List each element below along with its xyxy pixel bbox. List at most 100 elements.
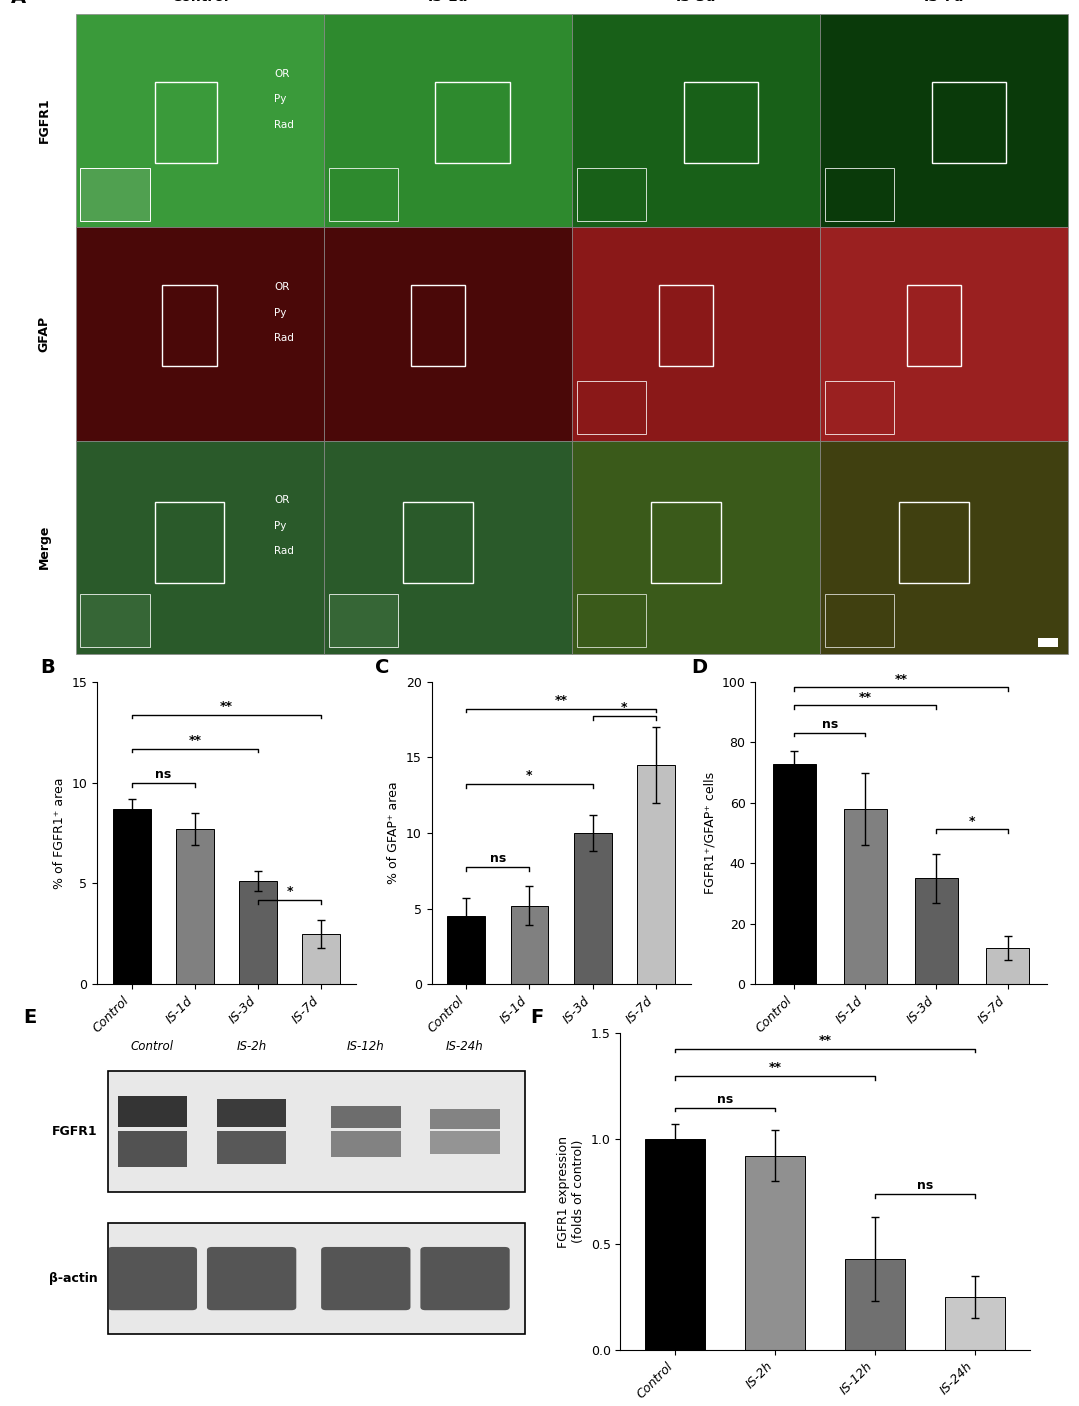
Bar <box>820 228 1068 440</box>
Bar <box>773 763 816 984</box>
Bar <box>844 808 887 984</box>
Bar <box>572 228 820 440</box>
Text: ns: ns <box>490 852 506 866</box>
Text: **: ** <box>189 734 202 747</box>
Bar <box>645 1139 706 1350</box>
Text: **: ** <box>894 672 907 686</box>
Text: Py: Py <box>274 94 286 104</box>
Bar <box>113 808 151 984</box>
FancyBboxPatch shape <box>421 1247 509 1310</box>
Bar <box>155 502 224 583</box>
Bar <box>945 1296 1006 1350</box>
Text: IS-24h: IS-24h <box>447 1040 483 1053</box>
Bar <box>825 381 894 434</box>
Text: Py: Py <box>274 520 286 531</box>
Bar <box>329 167 398 221</box>
Bar <box>324 440 572 654</box>
Text: **: ** <box>819 1033 832 1046</box>
Text: ns: ns <box>718 1092 734 1105</box>
Text: IS-3d: IS-3d <box>675 0 716 4</box>
Text: B: B <box>40 658 55 676</box>
Text: Control: Control <box>131 1040 174 1053</box>
Bar <box>118 1132 187 1167</box>
Text: **: ** <box>859 690 872 703</box>
Bar <box>574 832 612 984</box>
Bar <box>907 285 961 366</box>
Text: *: * <box>969 814 975 828</box>
Text: ns: ns <box>822 718 838 731</box>
Bar <box>900 502 969 583</box>
Text: Control: Control <box>170 0 229 4</box>
Bar <box>76 440 324 654</box>
Text: IS-12h: IS-12h <box>347 1040 384 1053</box>
Bar <box>81 167 150 221</box>
Bar <box>81 595 150 647</box>
Bar <box>820 14 1068 228</box>
Text: **: ** <box>220 700 233 713</box>
Text: IS-2h: IS-2h <box>236 1040 267 1053</box>
Text: Rad: Rad <box>274 333 293 343</box>
Bar <box>217 1098 286 1128</box>
Text: FGFR1: FGFR1 <box>38 98 51 143</box>
Text: **: ** <box>555 693 568 707</box>
Text: ns: ns <box>155 768 172 782</box>
Bar <box>846 1260 905 1350</box>
Bar <box>76 14 324 228</box>
Text: IS-1d: IS-1d <box>427 0 468 4</box>
Text: *: * <box>527 769 533 782</box>
Bar <box>240 882 277 984</box>
Bar <box>932 83 1006 163</box>
Text: FGFR1: FGFR1 <box>52 1125 98 1137</box>
Bar <box>572 14 820 228</box>
Bar <box>324 14 572 228</box>
Bar <box>435 83 509 163</box>
Bar <box>825 167 894 221</box>
Bar <box>510 905 548 984</box>
Bar <box>331 1107 400 1128</box>
FancyBboxPatch shape <box>108 1247 197 1310</box>
Y-axis label: % of GFAP⁺ area: % of GFAP⁺ area <box>387 782 400 884</box>
Bar <box>1038 638 1058 647</box>
Text: C: C <box>374 658 390 676</box>
Bar <box>76 228 324 440</box>
Text: A: A <box>11 0 26 7</box>
Bar <box>176 830 214 984</box>
Text: *: * <box>287 886 293 898</box>
Bar <box>404 502 473 583</box>
Text: OR: OR <box>274 495 289 505</box>
Text: F: F <box>530 1008 544 1028</box>
Bar <box>652 502 721 583</box>
Text: Py: Py <box>274 308 286 318</box>
Y-axis label: FGFR1 expression
(folds of control): FGFR1 expression (folds of control) <box>557 1136 585 1247</box>
Bar <box>746 1156 805 1350</box>
Text: Merge: Merge <box>38 524 51 569</box>
Bar <box>162 285 217 366</box>
Bar <box>431 1132 500 1154</box>
Text: Rad: Rad <box>274 547 293 557</box>
Bar <box>820 440 1068 654</box>
Bar <box>329 595 398 647</box>
Bar <box>448 917 486 984</box>
Bar <box>155 83 217 163</box>
FancyBboxPatch shape <box>207 1247 297 1310</box>
Bar <box>577 381 646 434</box>
Bar <box>825 595 894 647</box>
FancyBboxPatch shape <box>322 1247 410 1310</box>
Bar <box>331 1132 400 1157</box>
Bar <box>302 934 340 984</box>
Text: **: ** <box>769 1062 782 1074</box>
Bar <box>577 167 646 221</box>
Text: GFAP: GFAP <box>38 316 51 352</box>
Text: β-actin: β-actin <box>49 1272 98 1285</box>
Text: E: E <box>24 1008 37 1028</box>
Bar <box>572 440 820 654</box>
Bar <box>577 595 646 647</box>
Bar <box>217 1132 286 1164</box>
Bar <box>637 765 674 984</box>
Bar <box>431 1109 500 1129</box>
Y-axis label: FGFR1⁺/GFAP⁺ cells: FGFR1⁺/GFAP⁺ cells <box>704 772 716 894</box>
Bar <box>986 948 1029 984</box>
Text: D: D <box>692 658 708 676</box>
Text: Rad: Rad <box>274 120 293 129</box>
Bar <box>411 285 465 366</box>
